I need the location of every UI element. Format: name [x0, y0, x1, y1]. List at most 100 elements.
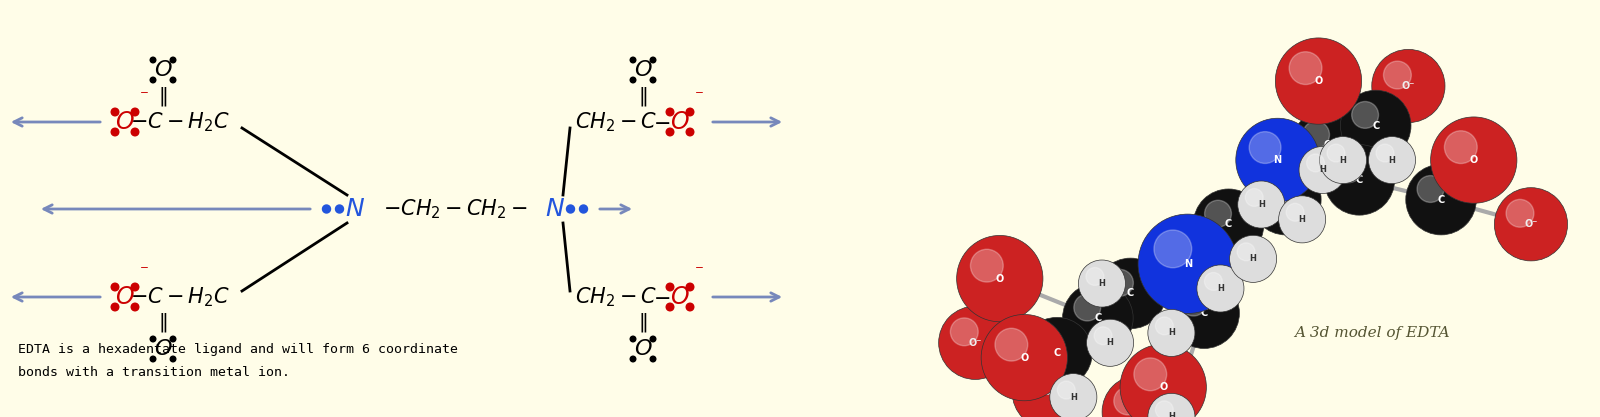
Circle shape: [1307, 154, 1325, 172]
Circle shape: [1368, 136, 1416, 183]
Circle shape: [666, 303, 674, 311]
Text: C: C: [1094, 313, 1101, 323]
Text: N: N: [1184, 259, 1192, 269]
Circle shape: [110, 303, 118, 311]
Circle shape: [630, 336, 635, 342]
Text: $O$: $O$: [634, 338, 653, 360]
Circle shape: [1024, 367, 1051, 395]
Text: $-$: $-$: [653, 112, 670, 132]
Circle shape: [110, 128, 118, 136]
Circle shape: [1371, 49, 1445, 123]
Circle shape: [1058, 381, 1075, 399]
Text: C: C: [1373, 121, 1379, 131]
Text: H: H: [1299, 215, 1306, 224]
Circle shape: [666, 283, 674, 291]
Text: O: O: [995, 274, 1003, 284]
Text: H: H: [1218, 284, 1224, 293]
Circle shape: [1325, 145, 1395, 215]
Circle shape: [1138, 214, 1237, 314]
Circle shape: [1506, 199, 1534, 227]
Text: EDTA is a hexadentate ligand and will form 6 coordinate: EDTA is a hexadentate ligand and will fo…: [18, 342, 458, 356]
Text: C: C: [1282, 195, 1290, 205]
Circle shape: [1250, 132, 1282, 163]
Circle shape: [995, 328, 1027, 361]
Circle shape: [1022, 317, 1093, 388]
Circle shape: [1205, 200, 1232, 227]
Text: N: N: [1274, 155, 1282, 165]
Text: $\|$: $\|$: [638, 311, 648, 334]
Circle shape: [1155, 317, 1173, 335]
Circle shape: [131, 303, 139, 311]
Circle shape: [650, 336, 656, 342]
Text: O⁻: O⁻: [1402, 81, 1414, 91]
Circle shape: [1278, 196, 1326, 243]
Circle shape: [1286, 203, 1304, 221]
Text: bonds with a transition metal ion.: bonds with a transition metal ion.: [18, 367, 290, 379]
Text: H: H: [1168, 412, 1174, 417]
Circle shape: [336, 205, 344, 213]
Text: O: O: [1314, 76, 1323, 86]
Circle shape: [1154, 230, 1192, 268]
Circle shape: [1384, 61, 1411, 89]
Circle shape: [1155, 401, 1173, 417]
Text: H: H: [1318, 166, 1326, 174]
Text: $O$: $O$: [154, 59, 173, 81]
Circle shape: [957, 236, 1043, 322]
Circle shape: [1235, 118, 1320, 202]
Circle shape: [1445, 131, 1477, 163]
Circle shape: [170, 356, 176, 362]
Circle shape: [630, 356, 635, 362]
Circle shape: [1418, 176, 1443, 202]
Circle shape: [686, 128, 694, 136]
Circle shape: [1245, 188, 1262, 206]
Text: C: C: [1126, 289, 1134, 299]
Text: $-C-H_2C$: $-C-H_2C$: [130, 110, 230, 134]
Circle shape: [1107, 269, 1133, 296]
Circle shape: [1086, 268, 1104, 285]
Text: O: O: [1021, 353, 1029, 363]
Text: $-$: $-$: [653, 287, 670, 307]
Circle shape: [1197, 265, 1243, 312]
Circle shape: [1275, 38, 1362, 124]
Text: H: H: [1168, 329, 1174, 337]
Circle shape: [1147, 393, 1195, 417]
Circle shape: [1120, 344, 1206, 417]
Circle shape: [150, 77, 155, 83]
Text: $\|$: $\|$: [158, 311, 168, 334]
Circle shape: [1114, 387, 1142, 415]
Circle shape: [110, 283, 118, 291]
Circle shape: [131, 283, 139, 291]
Circle shape: [971, 249, 1003, 282]
Text: O: O: [1470, 155, 1478, 165]
Circle shape: [1238, 181, 1285, 228]
Circle shape: [1237, 243, 1254, 261]
Text: C: C: [1437, 195, 1445, 205]
Text: $^-$: $^-$: [138, 90, 149, 105]
Text: O: O: [1158, 382, 1168, 392]
Text: O⁻: O⁻: [1525, 219, 1538, 229]
Text: $-CH_2-CH_2-$: $-CH_2-CH_2-$: [382, 197, 528, 221]
Circle shape: [1494, 188, 1568, 261]
Circle shape: [1078, 260, 1125, 307]
Text: A 3d model of EDTA: A 3d model of EDTA: [1294, 326, 1450, 340]
Text: $O$: $O$: [670, 285, 690, 309]
Text: C: C: [1053, 348, 1061, 358]
Text: $\|$: $\|$: [638, 85, 648, 108]
Circle shape: [170, 77, 176, 83]
Circle shape: [1086, 319, 1134, 367]
Circle shape: [630, 57, 635, 63]
Circle shape: [1102, 375, 1176, 417]
Circle shape: [150, 57, 155, 63]
Circle shape: [630, 77, 635, 83]
Text: $O$: $O$: [115, 285, 134, 309]
Circle shape: [686, 108, 694, 116]
Text: $O$: $O$: [154, 338, 173, 360]
Circle shape: [1013, 356, 1085, 417]
Circle shape: [1352, 101, 1379, 128]
Circle shape: [566, 205, 574, 213]
Circle shape: [1251, 164, 1322, 235]
Circle shape: [1094, 327, 1112, 345]
Circle shape: [1205, 272, 1222, 290]
Circle shape: [131, 128, 139, 136]
Circle shape: [1341, 90, 1411, 161]
